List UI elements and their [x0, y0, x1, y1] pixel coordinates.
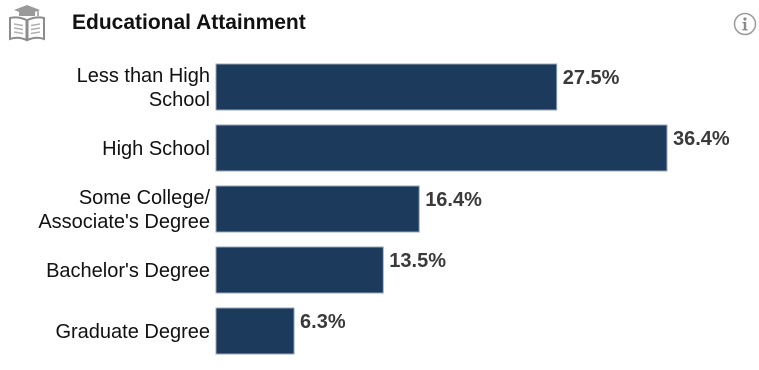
category-label-4: Graduate Degree — [55, 321, 210, 343]
category-label-0: Less than High School — [77, 65, 210, 111]
bar-chart: 27.5% Less than High School 36.4% High Schoo… — [38, 63, 730, 355]
value-label-3: 13.5% — [389, 250, 446, 272]
chart-header: Educational Attainment — [0, 0, 759, 50]
bar-4 — [215, 307, 295, 355]
bar-3 — [215, 246, 384, 294]
chart-title: Educational Attainment — [72, 11, 306, 34]
bar-1 — [215, 124, 668, 172]
bar-2 — [215, 185, 420, 233]
category-label-2: Some College/Associate's Degree — [38, 187, 210, 233]
category-label-3: Bachelor's Degree — [46, 260, 210, 282]
category-label-1: High School — [102, 138, 210, 160]
bar-0 — [215, 63, 558, 111]
info-icon[interactable] — [733, 12, 757, 36]
book-icon — [9, 5, 45, 42]
value-label-1: 36.4% — [673, 128, 730, 150]
value-label-4: 6.3% — [300, 311, 346, 333]
value-label-2: 16.4% — [425, 189, 482, 211]
value-label-0: 27.5% — [563, 67, 620, 89]
